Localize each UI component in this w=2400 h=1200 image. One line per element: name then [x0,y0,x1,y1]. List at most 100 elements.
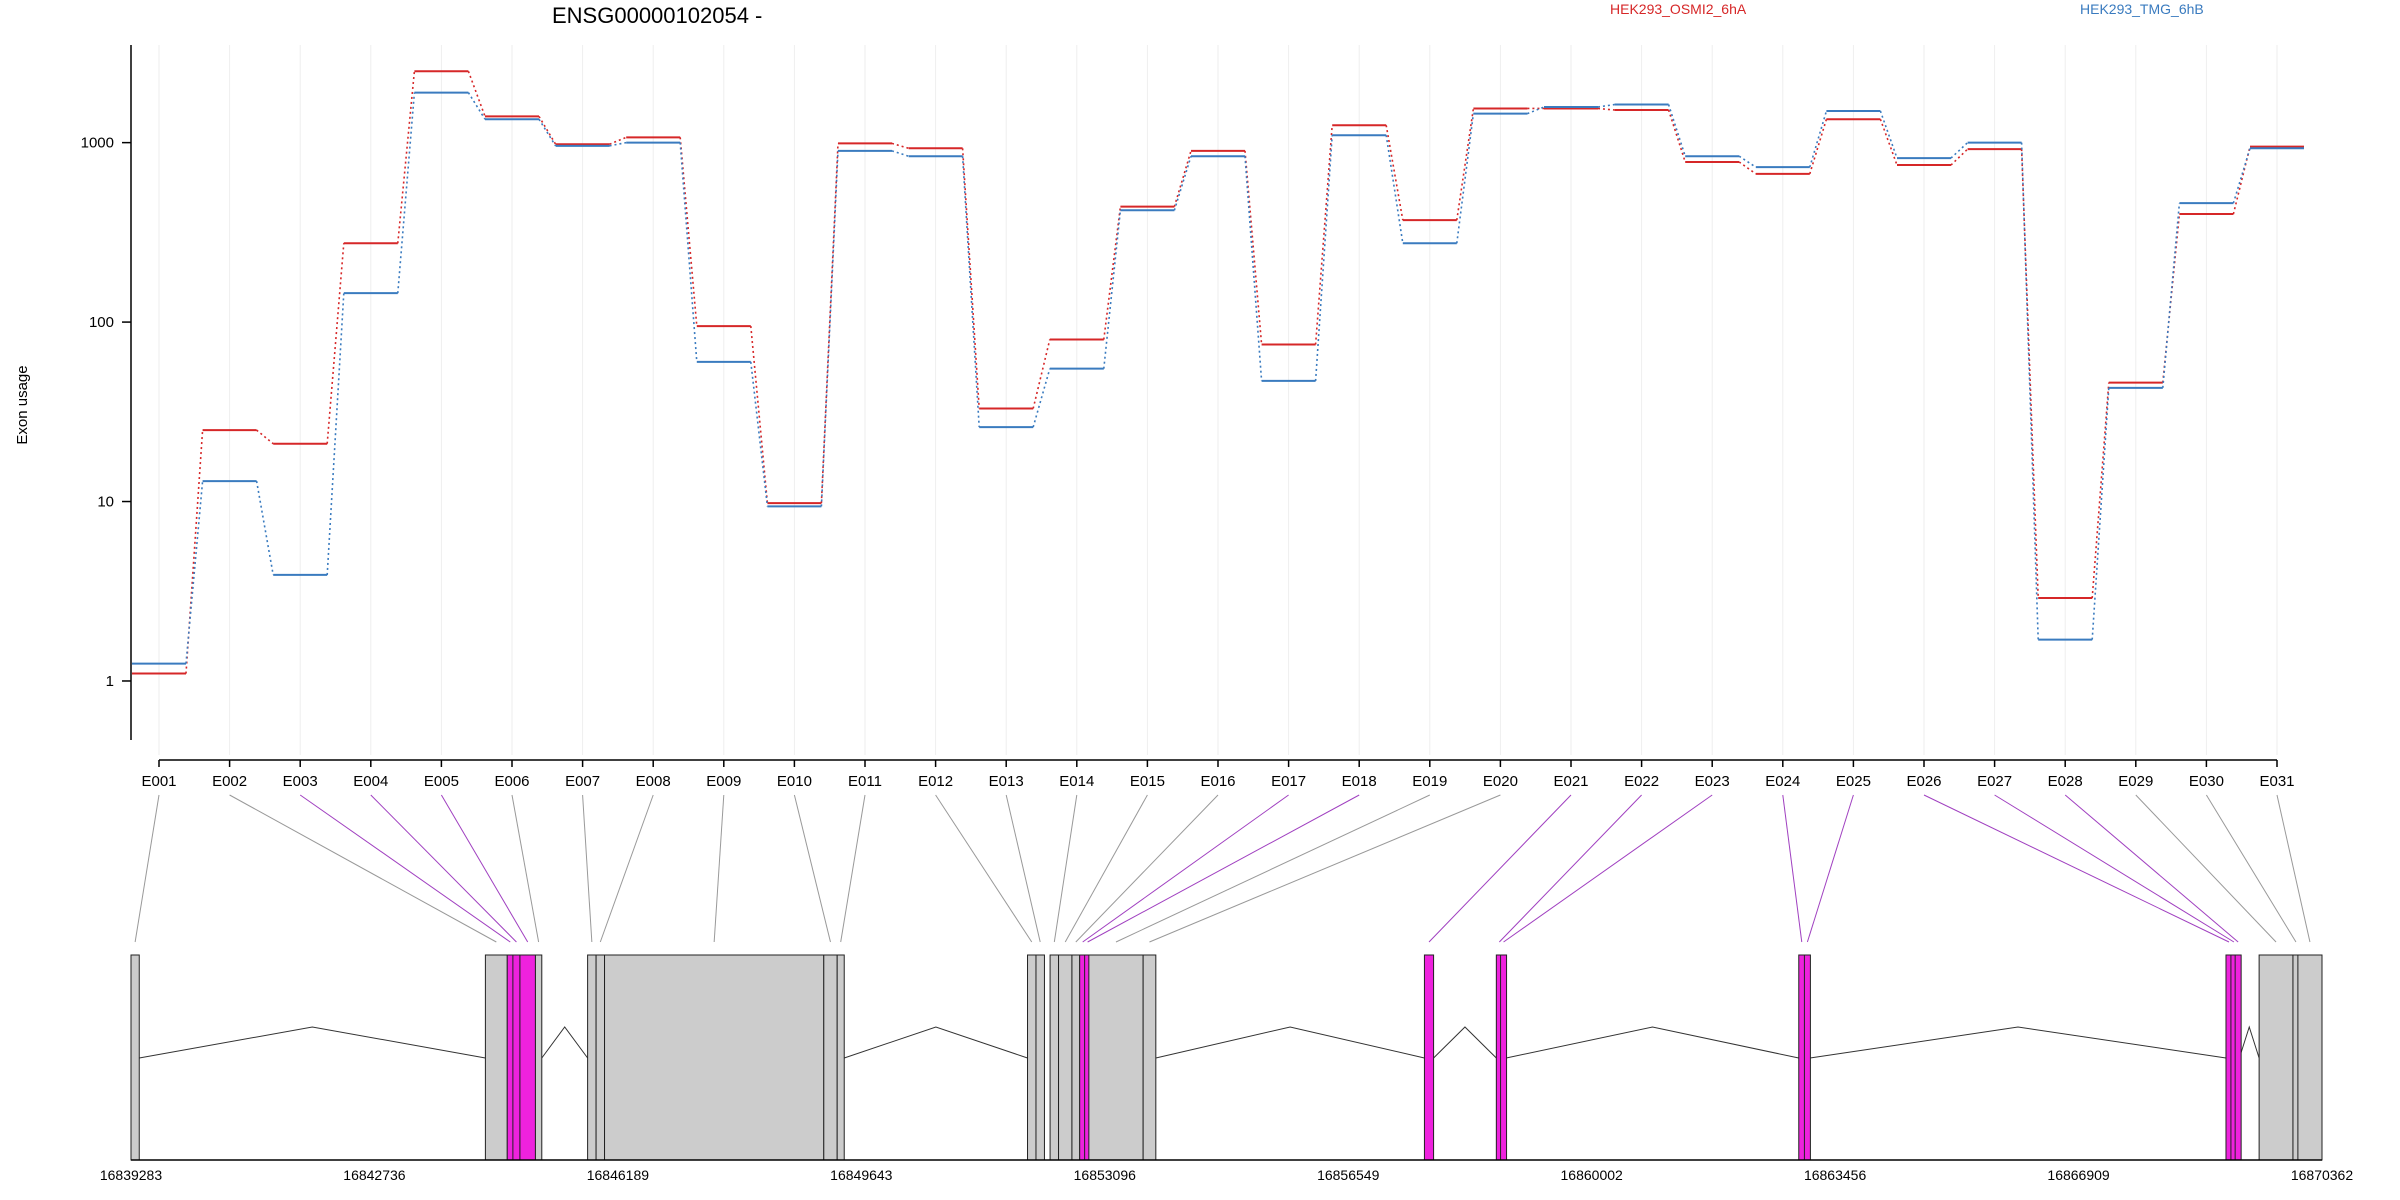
series-connector [255,480,274,576]
x-tick-label: E006 [494,773,529,790]
series-connector [1032,339,1051,409]
exon-connector [1075,794,1219,943]
series-connector [326,293,345,575]
intron-line [1433,1026,1497,1059]
x-tick-label: E030 [2189,773,2224,790]
exon-connector [1087,794,1360,943]
exon-box [595,954,606,1161]
intron-line [844,1026,1028,1059]
y-axis-label: Exon usage [14,365,31,444]
exon-connector [2205,794,2297,943]
genome-coordinate-label: 16866909 [2047,1167,2110,1183]
series-connector [891,142,909,150]
x-tick-label: E003 [283,773,318,790]
exon-connector [370,794,517,943]
x-tick-label: E021 [1553,773,1588,790]
exon-box [2258,954,2294,1161]
exon-connector [1082,794,1289,943]
x-tick-label: E014 [1059,773,1094,790]
exon-connectors [134,794,2311,943]
series-connector [679,137,698,327]
series-connector [1103,210,1122,369]
exon-connector [793,794,831,943]
series-connector [467,70,486,117]
genome-coordinate-label: 16853096 [1074,1167,1137,1183]
exon-box [604,954,825,1161]
exon-box [484,954,508,1161]
series-connector [397,71,416,244]
exon-connector [713,794,725,943]
exon-connector [1923,794,2230,943]
intron-line [139,1026,486,1059]
series-connector [2162,203,2181,388]
x-tick-label: E002 [212,773,247,790]
series-connector [326,243,345,444]
exon-connector [599,794,654,943]
series-connector [1879,110,1898,159]
x-tick-label: E022 [1624,773,1659,790]
series-connector [1456,113,1475,244]
exon-box [1049,954,1060,1161]
intron-line [1506,1026,1799,1059]
exon-box [534,954,543,1161]
series-connector [820,150,839,507]
exon-connector [1498,794,1642,943]
exon-box [2234,954,2242,1161]
exon-connector [1149,794,1501,943]
series-connector [1385,135,1404,244]
x-tick-label: E015 [1130,773,1165,790]
series-connector [538,118,557,147]
exon-box [2297,954,2323,1161]
exon-connector [1053,794,1078,943]
x-tick-label: E024 [1765,773,1800,790]
x-tick-label: E019 [1412,773,1447,790]
legend-series-1: HEK293_OSMI2_6hA [1610,1,1747,17]
x-tick-label: E028 [2048,773,2083,790]
exon-connector [1994,794,2235,943]
exon-box [130,954,140,1161]
series-connector [961,156,980,428]
series-connector [2232,148,2251,204]
series-connector [467,92,486,120]
x-tick-label: E001 [141,773,176,790]
series-connector [538,115,557,145]
x-tick-label: E007 [565,773,600,790]
exon-box [512,954,521,1161]
axes: 1 10 100 1000 E001 E002 E003 E004 E005 E006 E007 E0… [81,45,2295,790]
exon-connector [229,794,497,943]
exon-box [1423,954,1435,1161]
x-tick-label: E020 [1483,773,1518,790]
series-connector [1809,110,1828,168]
chart-title: ENSG00000102054 - [552,3,762,28]
series-connector [2091,387,2110,640]
series-connector [820,143,839,504]
exon-box [1142,954,1157,1161]
series-connector [1385,125,1404,221]
genome-coordinate-label: 16863456 [1804,1167,1867,1183]
genome-coordinate-label: 16846189 [587,1167,650,1183]
intron-line [2238,1025,2260,1059]
grid [158,45,2278,755]
series-connector [1314,125,1333,345]
intron-line [1809,1026,2227,1059]
exon-box [506,954,514,1161]
series-connector [961,148,980,409]
y-tick-label: 100 [89,314,114,331]
exon-connector [935,794,1033,943]
series-connector [1244,150,1263,345]
exon-connector [299,794,511,943]
genome-coordinate-label: 16849643 [830,1167,893,1183]
series-connector [397,92,416,294]
series-connector [1527,106,1545,115]
series-connector [1314,135,1333,381]
exon-connector [1428,794,1572,943]
x-tick-label: E013 [989,773,1024,790]
intron-line [541,1026,589,1059]
genome-coordinate-label: 16839283 [100,1167,163,1183]
y-tick-label: 1 [106,673,114,690]
genome-coordinate-label: 16842736 [343,1167,406,1183]
series-connector [1103,206,1122,340]
series-connector [2232,146,2251,215]
series-connector [1597,103,1615,108]
x-tick-label: E031 [2259,773,2294,790]
